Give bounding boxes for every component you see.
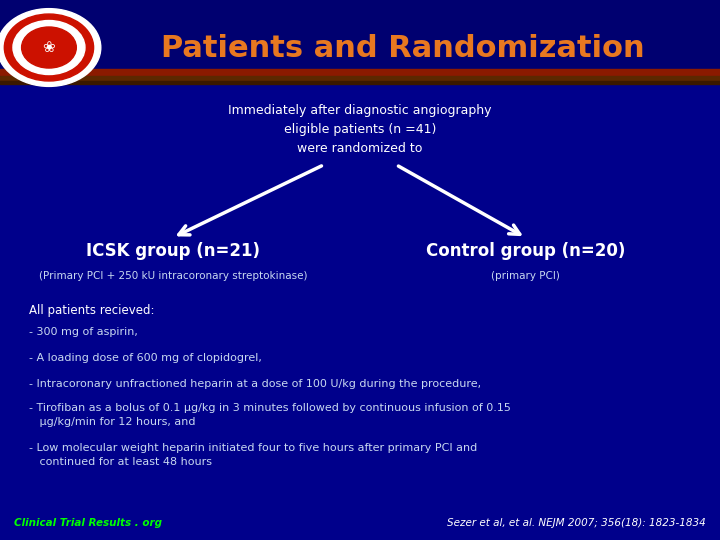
Text: Clinical Trial Results . org: Clinical Trial Results . org bbox=[14, 518, 163, 528]
Text: Immediately after diagnostic angiography
eligible patients (n =41)
were randomiz: Immediately after diagnostic angiography… bbox=[228, 104, 492, 155]
Circle shape bbox=[13, 21, 85, 75]
Text: Patients and Randomization: Patients and Randomization bbox=[161, 34, 645, 63]
Text: All patients recieved:: All patients recieved: bbox=[29, 304, 154, 317]
Text: - 300 mg of aspirin,: - 300 mg of aspirin, bbox=[29, 327, 138, 337]
Circle shape bbox=[4, 14, 94, 81]
Text: - A loading dose of 600 mg of clopidogrel,: - A loading dose of 600 mg of clopidogre… bbox=[29, 353, 261, 363]
Bar bbox=[0, 81, 720, 84]
Text: ❀: ❀ bbox=[42, 40, 55, 55]
Bar bbox=[0, 76, 720, 80]
Bar bbox=[0, 69, 720, 75]
Text: - Tirofiban as a bolus of 0.1 μg/kg in 3 minutes followed by continuous infusion: - Tirofiban as a bolus of 0.1 μg/kg in 3… bbox=[29, 403, 510, 427]
Text: (primary PCI): (primary PCI) bbox=[491, 272, 560, 281]
Bar bbox=[0, 0, 720, 73]
Circle shape bbox=[22, 27, 76, 68]
Text: - Low molecular weight heparin initiated four to five hours after primary PCI an: - Low molecular weight heparin initiated… bbox=[29, 443, 477, 467]
Circle shape bbox=[0, 9, 101, 86]
Text: ICSK group (n=21): ICSK group (n=21) bbox=[86, 242, 260, 260]
Text: - Intracoronary unfractioned heparin at a dose of 100 U/kg during the procedure,: - Intracoronary unfractioned heparin at … bbox=[29, 379, 481, 389]
Text: Sezer et al, et al. NEJM 2007; 356(18): 1823-1834: Sezer et al, et al. NEJM 2007; 356(18): … bbox=[447, 518, 706, 528]
Text: Control group (n=20): Control group (n=20) bbox=[426, 242, 625, 260]
Text: (Primary PCI + 250 kU intracoronary streptokinase): (Primary PCI + 250 kU intracoronary stre… bbox=[39, 272, 307, 281]
